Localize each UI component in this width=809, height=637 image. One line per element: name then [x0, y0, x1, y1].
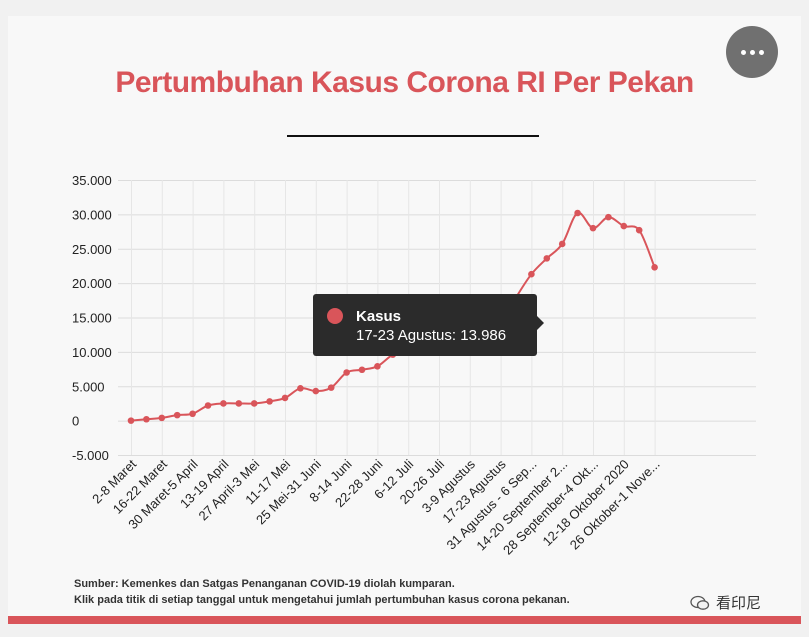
- data-point: [204, 402, 212, 409]
- y-tick-label: -5.000: [72, 448, 109, 463]
- data-point: [127, 417, 135, 424]
- data-point: [528, 270, 535, 278]
- data-point: [281, 394, 289, 402]
- data-point: [220, 400, 227, 407]
- more-horizontal-icon: [740, 49, 764, 55]
- y-tick-label: 10.000: [72, 345, 112, 360]
- data-point: [266, 398, 273, 405]
- watermark: 看印尼: [690, 592, 761, 613]
- watermark-text: 看印尼: [716, 595, 762, 612]
- instruction-line: Klik pada titik di setiap tanggal untuk …: [74, 594, 570, 606]
- data-point: [235, 400, 243, 407]
- data-point: [250, 400, 258, 407]
- data-point: [158, 414, 166, 422]
- y-tick-label: 30.000: [72, 207, 112, 222]
- data-point: [358, 366, 366, 374]
- data-point: [605, 213, 612, 221]
- data-point: [589, 224, 597, 232]
- data-point: [651, 264, 658, 271]
- series-marker-icon: [327, 308, 343, 324]
- source-line: Sumber: Kemenkes dan Satgas Penanganan C…: [74, 578, 455, 590]
- data-point: [574, 209, 581, 217]
- data-point: [297, 385, 304, 392]
- data-point: [374, 363, 381, 370]
- source-note: Sumber: Kemenkes dan Satgas Penanganan C…: [74, 576, 570, 608]
- tooltip-detail: 17-23 Agustus: 13.986: [356, 327, 507, 344]
- data-point: [312, 387, 320, 395]
- chart-title: Pertumbuhan Kasus Corona RI Per Pekan: [115, 66, 694, 99]
- y-tick-label: 35.000: [72, 173, 112, 188]
- tooltip-arrow: [537, 316, 544, 330]
- data-point: [327, 384, 335, 391]
- tooltip-series-name: Kasus: [356, 308, 402, 325]
- more-options-button[interactable]: [726, 26, 778, 78]
- data-point: [635, 226, 643, 234]
- wechat-icon: [690, 595, 710, 610]
- data-point: [343, 369, 350, 376]
- data-tooltip: Kasus 17-23 Agustus: 13.986: [313, 294, 544, 356]
- y-tick-label: 15.000: [72, 311, 112, 326]
- title-divider: [287, 135, 539, 137]
- y-tick-label: 0: [72, 414, 79, 429]
- y-tick-label: 20.000: [72, 276, 112, 291]
- data-point: [620, 222, 628, 230]
- data-point: [189, 410, 196, 418]
- data-point: [143, 415, 150, 423]
- y-tick-label: 5.000: [72, 379, 105, 394]
- bottom-accent-bar: [8, 616, 801, 624]
- y-tick-label: 25.000: [72, 242, 112, 257]
- data-point: [173, 411, 181, 419]
- data-point: [558, 240, 566, 248]
- data-point: [543, 255, 551, 262]
